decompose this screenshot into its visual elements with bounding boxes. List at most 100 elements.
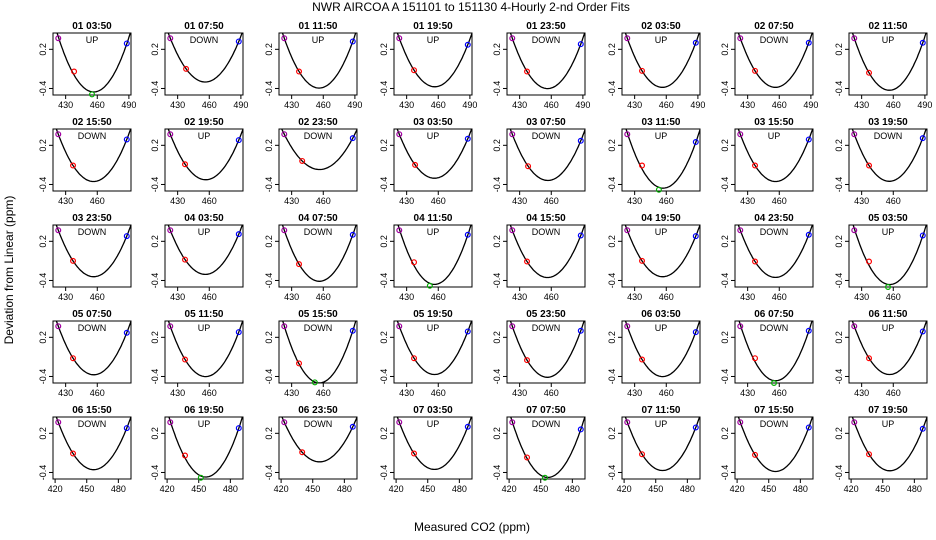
y-tick-label: 0.2	[38, 139, 48, 152]
fit-curve	[396, 417, 472, 471]
data-point	[299, 157, 306, 164]
y-tick-label: 0.2	[834, 427, 844, 440]
x-tick-label: 460	[431, 388, 446, 398]
chart-panel: 07 19:50 UP 420 450 480 -0.4 0.2	[834, 405, 928, 494]
y-tick-label: 0.2	[379, 331, 389, 344]
panel-frame	[393, 320, 473, 384]
panel-direction-label: DOWN	[78, 227, 107, 237]
data-point	[464, 135, 471, 142]
data-point	[71, 68, 78, 75]
panel-frame	[393, 128, 473, 192]
fit-curve	[510, 417, 585, 479]
data-point	[752, 162, 759, 169]
x-tick-label: 460	[431, 292, 446, 302]
x-tick-label: 460	[544, 388, 559, 398]
y-tick-label: 0.2	[150, 427, 160, 440]
data-point	[639, 451, 646, 458]
data-point	[692, 139, 699, 146]
data-point	[55, 227, 62, 234]
chart-panel: 05 19:50 UP 430 460 -0.4 0.2	[379, 309, 473, 398]
data-point	[412, 161, 419, 168]
fit-curve	[281, 129, 357, 171]
y-tick-label: 0.2	[492, 427, 502, 440]
data-point	[866, 355, 873, 362]
y-tick-label: -0.4	[607, 273, 617, 289]
panel-direction-label: DOWN	[760, 419, 789, 429]
x-tick-label: 430	[58, 100, 73, 110]
panel-title: 04 07:50	[298, 213, 338, 224]
panel-title: 02 03:50	[641, 21, 681, 32]
data-point	[281, 323, 288, 330]
x-tick-label: 460	[772, 196, 787, 206]
data-point	[123, 425, 130, 432]
data-point	[183, 65, 190, 72]
data-point	[737, 131, 744, 138]
data-point	[349, 231, 356, 238]
y-tick-label: -0.4	[38, 81, 48, 97]
y-tick-label: -0.4	[150, 273, 160, 289]
panel-frame	[278, 416, 358, 480]
x-tick-label: 490	[462, 100, 477, 110]
chart-panel: 01 07:50 DOWN 430 460 490 -0.4 0.2	[150, 21, 248, 110]
fit-curve	[167, 33, 243, 83]
panel-direction-label: UP	[312, 35, 325, 45]
panel-direction-label: DOWN	[78, 131, 107, 141]
data-point	[296, 360, 303, 367]
chart-panel: 05 11:50 UP 430 460 -0.4 0.2	[150, 309, 244, 398]
data-point	[884, 284, 891, 291]
data-point	[281, 227, 288, 234]
data-point	[123, 233, 130, 240]
y-tick-label: 0.2	[379, 139, 389, 152]
x-tick-label: 460	[659, 196, 674, 206]
y-tick-label: -0.4	[264, 273, 274, 289]
panel-title: 07 15:50	[754, 405, 794, 416]
panel-frame	[52, 320, 132, 384]
fit-curve	[509, 225, 585, 279]
panel-frame	[848, 224, 928, 288]
data-point	[182, 452, 189, 459]
y-tick-label: 0.2	[150, 235, 160, 248]
y-tick-label: 0.2	[834, 331, 844, 344]
chart-panel: 04 19:50 UP 430 460 -0.4 0.2	[607, 213, 701, 302]
y-tick-label: -0.4	[492, 177, 502, 193]
panel-title: 03 11:50	[642, 117, 681, 128]
panel-title: 03 23:50	[72, 213, 112, 224]
y-tick-label: 0.2	[720, 139, 730, 152]
x-tick-label: 460	[316, 292, 331, 302]
x-tick-label: 480	[907, 484, 922, 494]
panel-frame	[734, 128, 814, 192]
data-point	[805, 231, 812, 238]
panel-frame	[52, 128, 132, 192]
chart-panel: 07 03:50 UP 420 450 480 -0.4 0.2	[379, 405, 473, 494]
data-point	[411, 450, 418, 457]
x-tick-label: 460	[772, 292, 787, 302]
data-point	[411, 67, 418, 74]
x-tick-label: 420	[274, 484, 289, 494]
figure-title: NWR AIRCOA A 151101 to 151130 4-Hourly 2…	[312, 0, 630, 14]
x-tick-label: 430	[170, 292, 185, 302]
panel-title: 04 15:50	[526, 213, 566, 224]
x-tick-label: 420	[730, 484, 745, 494]
data-point	[805, 136, 812, 143]
y-tick-label: -0.4	[379, 81, 389, 97]
panel-title: 05 07:50	[72, 309, 112, 320]
y-tick-label: 0.2	[492, 43, 502, 56]
data-point	[88, 91, 95, 98]
data-point	[692, 39, 699, 46]
x-tick-label: 460	[202, 100, 217, 110]
data-point	[639, 67, 646, 74]
data-point	[624, 419, 631, 426]
x-tick-label: 460	[886, 388, 901, 398]
data-point	[182, 256, 189, 263]
x-tick-label: 430	[854, 100, 869, 110]
panel-title: 06 07:50	[754, 309, 794, 320]
y-tick-label: 0.2	[379, 43, 389, 56]
x-tick-label: 430	[512, 196, 527, 206]
x-tick-label: 460	[544, 196, 559, 206]
data-point	[299, 449, 306, 456]
x-tick-label: 430	[627, 100, 642, 110]
data-point	[866, 451, 873, 458]
x-tick-label: 430	[512, 388, 527, 398]
x-tick-label: 430	[399, 100, 414, 110]
x-tick-label: 430	[740, 196, 755, 206]
